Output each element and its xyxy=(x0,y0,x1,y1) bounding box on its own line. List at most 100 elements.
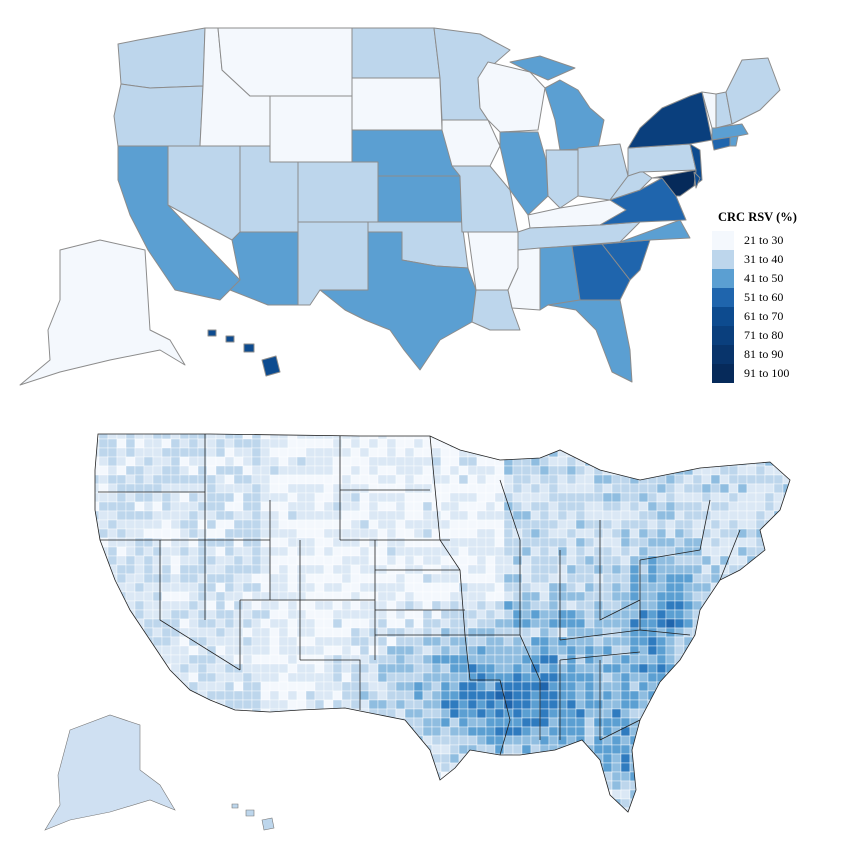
county-cell xyxy=(548,573,559,584)
county-cell xyxy=(170,510,181,521)
county-cell xyxy=(521,609,532,620)
county-cell xyxy=(512,744,523,755)
county-cell xyxy=(260,726,271,737)
county-cell xyxy=(431,546,442,557)
county-cell xyxy=(341,654,352,665)
county-cell xyxy=(449,573,460,584)
county-cell xyxy=(224,582,235,593)
county-cell xyxy=(665,807,676,812)
county-cell xyxy=(602,708,613,719)
county-cell xyxy=(368,537,379,548)
county-cell xyxy=(296,510,307,521)
county-cell xyxy=(342,817,351,826)
county-cell xyxy=(170,438,181,449)
county-cell xyxy=(746,564,757,575)
county-cell xyxy=(449,438,460,449)
county-cell xyxy=(152,645,163,656)
county-cell xyxy=(512,483,523,494)
county-cell xyxy=(260,645,271,656)
county-cell xyxy=(548,510,559,521)
county-cell xyxy=(530,798,541,809)
county-cell xyxy=(287,537,298,548)
county-cell xyxy=(422,456,433,467)
county-cell xyxy=(314,636,325,647)
county-cell xyxy=(98,447,109,458)
county-cell xyxy=(674,492,685,503)
county-cell xyxy=(503,807,514,812)
county-cell xyxy=(593,699,604,710)
county-cell xyxy=(107,591,118,602)
county-cell xyxy=(341,573,352,584)
county-cell xyxy=(782,798,790,809)
county-cell xyxy=(215,519,226,530)
county-cell xyxy=(152,717,163,728)
county-cell xyxy=(593,438,604,449)
county-cell xyxy=(314,501,325,512)
county-cell xyxy=(413,645,424,656)
county-cell xyxy=(377,492,388,503)
county-cell xyxy=(215,591,226,602)
county-cell xyxy=(539,780,550,791)
county-cell xyxy=(350,690,361,701)
county-cell xyxy=(611,501,622,512)
county-cell xyxy=(755,735,766,746)
county-cell xyxy=(539,645,550,656)
county-cell xyxy=(95,591,100,602)
county-cell xyxy=(620,510,631,521)
county-cell xyxy=(413,465,424,476)
county-cell xyxy=(269,573,280,584)
county-cell xyxy=(143,753,154,764)
county-cell xyxy=(467,717,478,728)
county-cell xyxy=(332,600,343,611)
county-cell xyxy=(728,434,739,440)
county-cell xyxy=(260,636,271,647)
county-cell xyxy=(467,681,478,692)
county-cell xyxy=(548,582,559,593)
county-cell xyxy=(332,483,343,494)
county-cell xyxy=(755,681,766,692)
county-cell xyxy=(260,501,271,512)
county-cell xyxy=(287,546,298,557)
county-cell xyxy=(566,672,577,683)
county-cell xyxy=(683,537,694,548)
county-cell xyxy=(449,465,460,476)
county-cell xyxy=(728,528,739,539)
county-cell xyxy=(602,807,613,812)
county-cell xyxy=(431,735,442,746)
county-cell xyxy=(477,817,486,826)
county-cell xyxy=(665,771,676,782)
county-cell xyxy=(521,474,532,485)
county-cell xyxy=(323,627,334,638)
county-cell xyxy=(467,510,478,521)
county-cell xyxy=(548,627,559,638)
county-cell xyxy=(413,474,424,485)
county-cell xyxy=(233,744,244,755)
county-cell xyxy=(404,492,415,503)
county-cell xyxy=(341,744,352,755)
county-cell xyxy=(350,717,361,728)
county-cell xyxy=(251,564,262,575)
county-cell xyxy=(575,753,586,764)
county-cell xyxy=(719,726,730,737)
county-cell xyxy=(602,699,613,710)
county-cell xyxy=(422,780,433,791)
county-cell xyxy=(719,753,730,764)
county-cell xyxy=(557,726,568,737)
county-cell xyxy=(638,519,649,530)
county-cell xyxy=(467,735,478,746)
county-cell xyxy=(638,780,649,791)
county-cell xyxy=(197,699,208,710)
county-cell xyxy=(98,510,109,521)
county-cell xyxy=(476,807,487,812)
county-cell xyxy=(665,555,676,566)
county-cell xyxy=(395,537,406,548)
county-cell xyxy=(557,708,568,719)
county-cell xyxy=(719,771,730,782)
county-cell xyxy=(170,636,181,647)
county-cell xyxy=(711,817,720,826)
county-cell xyxy=(170,663,181,674)
county-cell xyxy=(792,664,801,673)
county-cell xyxy=(521,708,532,719)
county-cell xyxy=(665,591,676,602)
county-cell xyxy=(377,546,388,557)
